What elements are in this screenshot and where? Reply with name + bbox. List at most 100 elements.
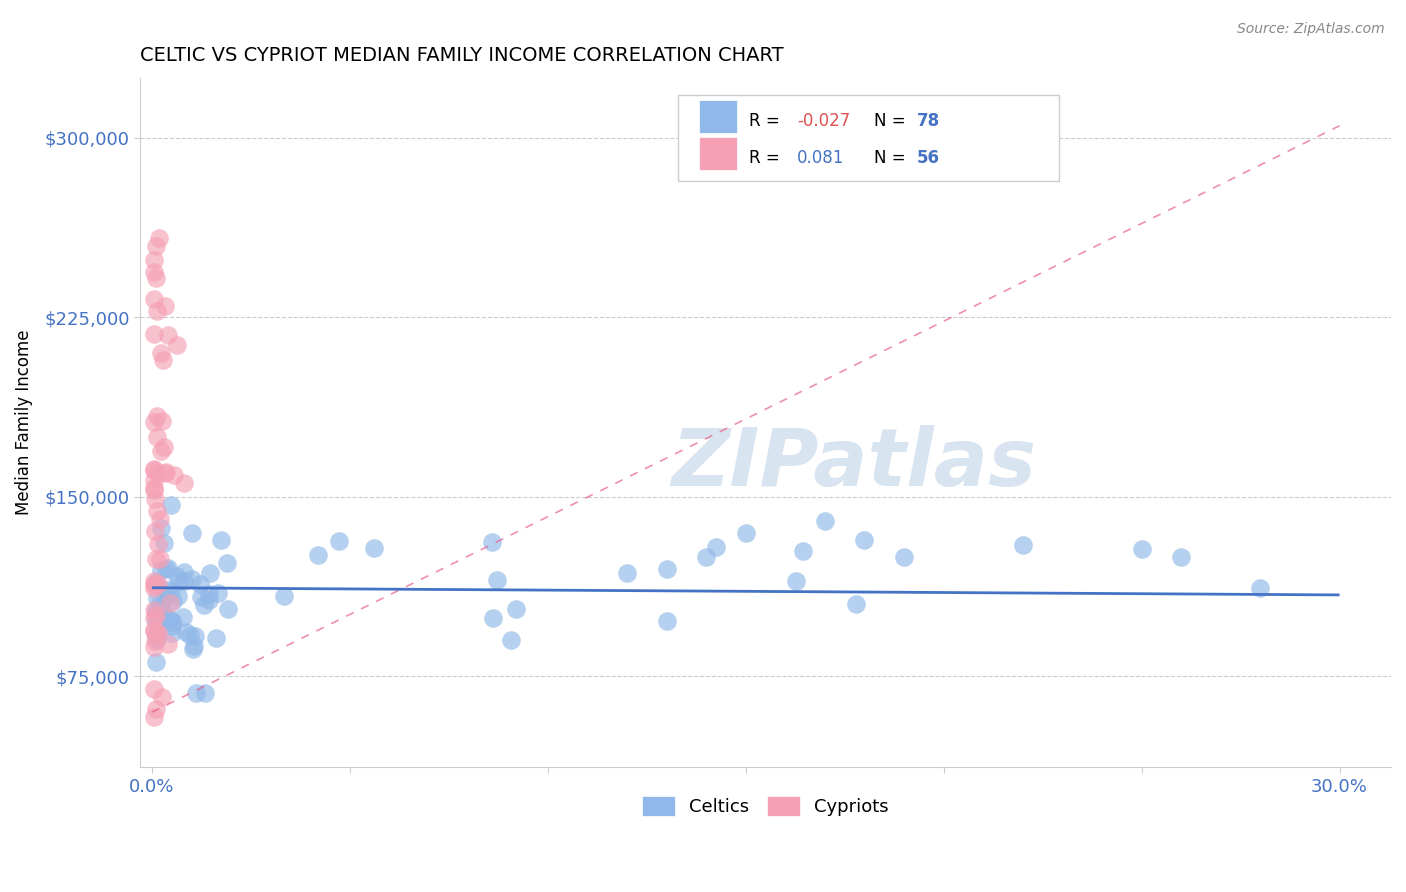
Point <box>150 563 173 577</box>
Point <box>198 566 221 581</box>
Point <box>205 631 228 645</box>
Point <box>166 569 188 583</box>
Text: 0.081: 0.081 <box>797 149 844 167</box>
Point <box>486 573 509 587</box>
Point <box>155 465 177 479</box>
Point <box>155 561 177 575</box>
Point <box>146 409 169 424</box>
Point <box>505 602 527 616</box>
Point <box>143 524 166 538</box>
Point <box>1130 542 1153 557</box>
Point <box>145 271 167 285</box>
Point <box>142 602 165 616</box>
Point <box>655 561 678 575</box>
Point <box>193 599 215 613</box>
Point <box>853 533 876 547</box>
Point <box>481 611 503 625</box>
Point <box>845 597 868 611</box>
Point <box>190 590 212 604</box>
Point <box>149 512 172 526</box>
Point <box>153 535 176 549</box>
Point <box>142 578 165 592</box>
Point <box>207 586 229 600</box>
Point <box>155 612 177 626</box>
Text: 78: 78 <box>917 112 941 129</box>
Point <box>156 561 179 575</box>
Point <box>146 591 169 605</box>
Legend: Celtics, Cypriots: Celtics, Cypriots <box>636 789 896 823</box>
Point <box>145 238 167 252</box>
Point <box>152 440 174 454</box>
Point <box>198 592 221 607</box>
Point <box>142 623 165 637</box>
Point <box>153 299 176 313</box>
Point <box>481 535 503 549</box>
Text: N =: N = <box>875 112 911 129</box>
Point <box>155 588 177 602</box>
Point <box>142 483 165 498</box>
Point <box>143 492 166 507</box>
Y-axis label: Median Family Income: Median Family Income <box>15 330 32 516</box>
Point <box>145 701 167 715</box>
Point <box>150 604 173 618</box>
Point <box>143 482 166 496</box>
Point <box>162 594 184 608</box>
Point <box>159 596 181 610</box>
Point <box>149 345 172 359</box>
Point <box>160 584 183 599</box>
Point <box>145 615 167 629</box>
Point <box>143 681 166 696</box>
Point <box>363 541 385 556</box>
Point <box>142 611 165 625</box>
Point <box>149 596 172 610</box>
Point <box>814 514 837 528</box>
Point <box>1170 549 1192 564</box>
Point <box>157 612 180 626</box>
Point <box>704 540 727 554</box>
Point <box>163 467 186 482</box>
Point <box>194 686 217 700</box>
Point <box>145 574 167 589</box>
Point <box>157 637 180 651</box>
Point <box>142 462 165 476</box>
Point <box>145 304 167 318</box>
Bar <box>699 100 737 133</box>
Point <box>657 614 679 628</box>
Point <box>173 476 195 491</box>
Text: Source: ZipAtlas.com: Source: ZipAtlas.com <box>1237 22 1385 37</box>
Text: CELTIC VS CYPRIOT MEDIAN FAMILY INCOME CORRELATION CHART: CELTIC VS CYPRIOT MEDIAN FAMILY INCOME C… <box>141 46 783 65</box>
Point <box>145 632 167 646</box>
Point <box>142 581 165 595</box>
Point <box>792 544 814 558</box>
Point <box>142 327 165 342</box>
Point <box>145 606 167 620</box>
Point <box>273 589 295 603</box>
Point <box>167 574 190 588</box>
Point <box>143 633 166 648</box>
Point <box>146 504 169 518</box>
Point <box>153 466 176 480</box>
Point <box>734 525 756 540</box>
Point <box>197 587 219 601</box>
Point <box>893 549 915 564</box>
Point <box>181 572 204 586</box>
Point <box>173 565 195 579</box>
Point <box>148 577 170 591</box>
Point <box>143 576 166 591</box>
Point <box>146 537 169 551</box>
Bar <box>699 137 737 170</box>
Point <box>150 690 173 704</box>
Point <box>142 462 165 476</box>
Point <box>142 293 165 307</box>
Point <box>209 533 232 547</box>
Point <box>184 686 207 700</box>
Point <box>142 710 165 724</box>
Point <box>184 629 207 643</box>
Point <box>188 577 211 591</box>
Point <box>160 498 183 512</box>
Point <box>142 473 165 487</box>
Text: -0.027: -0.027 <box>797 112 851 129</box>
Point <box>1249 581 1271 595</box>
Point <box>499 633 522 648</box>
Point <box>152 353 174 368</box>
